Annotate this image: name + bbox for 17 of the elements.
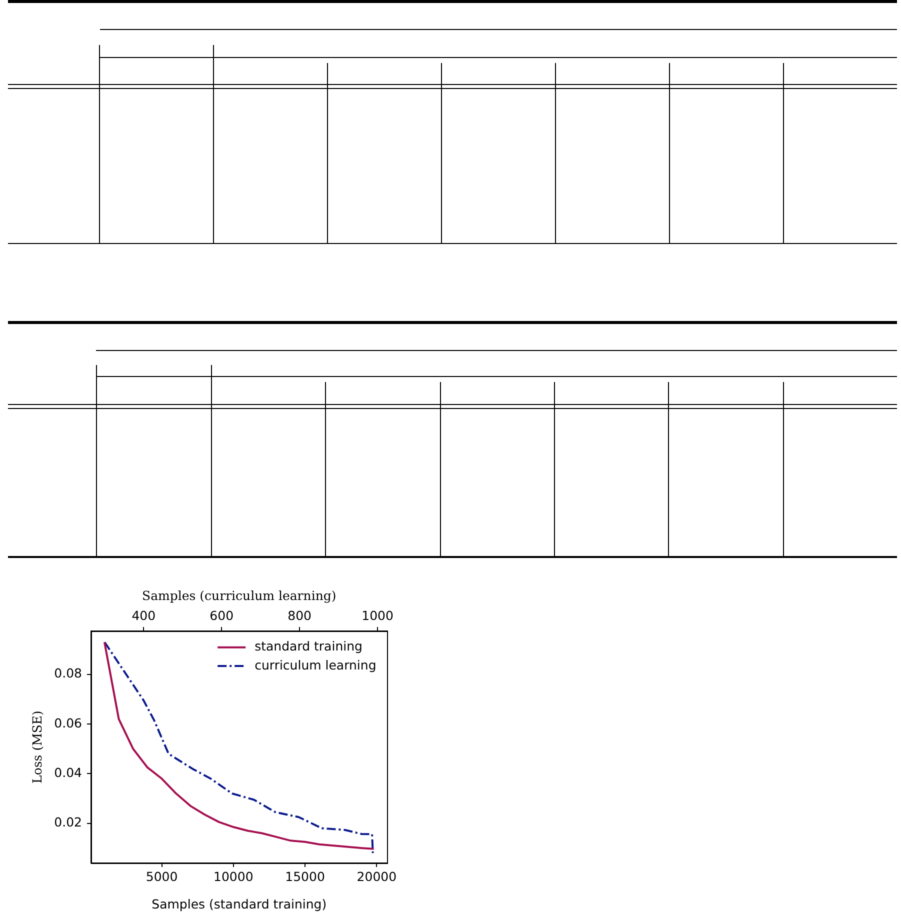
legend-label: curriculum learning — [254, 657, 376, 672]
y-tick-label: 0.06 — [54, 715, 82, 730]
x-tick-label: 10000 — [214, 868, 254, 884]
x2-tick-label: 600 — [210, 608, 234, 623]
x-tick-label: 20000 — [356, 868, 397, 884]
x-axis-title: Samples (standard training) — [152, 896, 327, 912]
legend-label: standard training — [254, 638, 362, 654]
y-tick-label: 0.04 — [54, 764, 82, 780]
y-axis-title: Loss (MSE) — [29, 710, 44, 784]
y-tick-label: 0.02 — [54, 814, 82, 830]
x2-tick-label: 800 — [288, 608, 312, 623]
x-tick-label: 5000 — [146, 868, 178, 884]
x2-tick-label: 1000 — [362, 608, 394, 623]
x-tick-label: 15000 — [285, 868, 325, 884]
y-tick-label: 0.08 — [54, 666, 82, 681]
x2-axis-title: Samples (curriculum learning) — [142, 588, 336, 603]
x2-tick-label: 400 — [132, 608, 156, 623]
